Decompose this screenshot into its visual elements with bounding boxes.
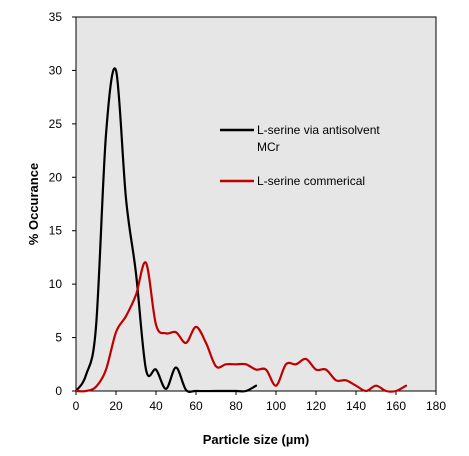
x-tick-label: 160: [386, 399, 406, 413]
x-axis-ticks: 0 20 40 60 80 100 120 140 160 180: [73, 391, 446, 413]
x-tick-label: 40: [149, 399, 163, 413]
x-tick-label: 140: [346, 399, 366, 413]
x-tick-label: 80: [229, 399, 243, 413]
legend-label: L-serine via antisolvent MCr: [257, 123, 380, 154]
x-axis-title: Particle size (µm): [203, 432, 309, 447]
y-tick-label: 30: [49, 63, 63, 77]
series-line-commerical: [74, 261, 408, 393]
x-tick-label: 60: [189, 399, 203, 413]
legend: L-serine via antisolvent MCr L-serine comm…: [220, 123, 380, 188]
y-tick-label: 5: [55, 331, 62, 345]
y-axis-ticks: 0 5 10 15 20 25 30 35: [49, 10, 76, 398]
legend-label: L-serine commerical: [257, 174, 365, 188]
x-tick-label: 180: [426, 399, 446, 413]
y-tick-label: 0: [55, 384, 62, 398]
y-tick-label: 20: [49, 170, 63, 184]
y-tick-label: 25: [49, 117, 63, 131]
x-tick-label: 20: [109, 399, 123, 413]
plot-area: [75, 16, 437, 392]
series-line-antisolvent-mcr: [74, 67, 258, 394]
y-tick-label: 35: [49, 10, 63, 24]
y-tick-label: 10: [49, 277, 63, 291]
x-tick-label: 120: [306, 399, 326, 413]
x-tick-label: 0: [73, 399, 80, 413]
series-lines: [74, 67, 408, 394]
y-tick-label: 15: [49, 224, 63, 238]
x-tick-label: 100: [266, 399, 286, 413]
y-axis-title: % Occurance: [26, 163, 41, 245]
